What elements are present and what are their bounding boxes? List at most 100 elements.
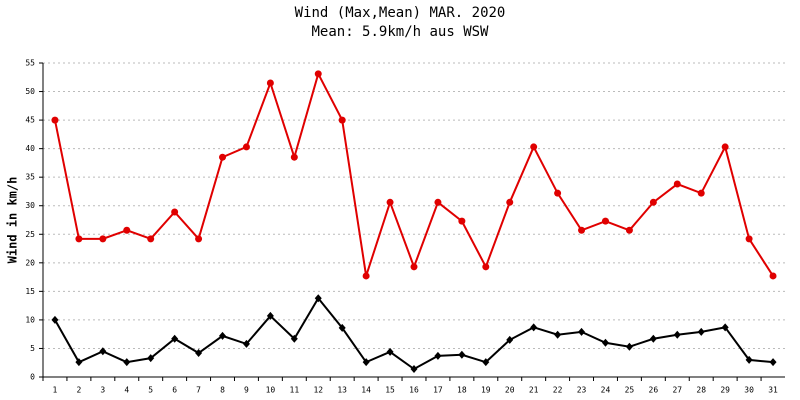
point — [219, 153, 227, 161]
y-tick-label: 25 — [25, 230, 35, 239]
y-tick-label: 0 — [30, 373, 35, 382]
x-tick-label: 5 — [148, 386, 153, 395]
point — [242, 339, 250, 348]
point — [242, 143, 250, 151]
x-tick-label: 26 — [649, 386, 659, 395]
point — [290, 334, 298, 343]
y-tick-label: 20 — [25, 258, 35, 267]
x-tick-label: 23 — [577, 386, 587, 395]
point — [314, 294, 322, 303]
point — [649, 334, 657, 343]
x-tick-label: 17 — [433, 386, 443, 395]
point — [171, 334, 179, 343]
point — [386, 198, 394, 206]
point — [219, 331, 227, 340]
x-tick-label: 2 — [76, 386, 81, 395]
x-tick-label: 19 — [481, 386, 491, 395]
y-tick-label: 40 — [25, 144, 35, 153]
point — [99, 347, 107, 356]
point — [75, 235, 83, 243]
point — [745, 235, 753, 243]
point — [266, 311, 274, 320]
x-tick-label: 6 — [172, 386, 177, 395]
x-tick-label: 29 — [720, 386, 730, 395]
point — [410, 263, 418, 271]
x-tick-label: 31 — [768, 386, 778, 395]
x-tick-label: 10 — [266, 386, 276, 395]
x-tick-label: 20 — [505, 386, 515, 395]
y-tick-label: 5 — [30, 344, 35, 353]
point — [75, 358, 83, 367]
point — [195, 349, 203, 358]
y-axis-label: Wind in km/h — [6, 177, 20, 264]
point — [745, 355, 753, 364]
point — [625, 342, 633, 351]
point — [578, 327, 586, 336]
x-tick-label: 28 — [696, 386, 706, 395]
point — [290, 153, 298, 161]
point — [554, 189, 562, 197]
x-tick-label: 4 — [124, 386, 129, 395]
point — [601, 217, 609, 225]
y-tick-label: 45 — [25, 116, 35, 125]
point — [123, 226, 131, 234]
point — [434, 198, 442, 206]
y-tick-label: 35 — [25, 173, 35, 182]
point — [410, 365, 418, 374]
point — [673, 180, 681, 188]
x-tick-label: 12 — [313, 386, 323, 395]
point — [530, 323, 538, 332]
x-tick-label: 7 — [196, 386, 201, 395]
point — [123, 358, 131, 367]
x-tick-label: 3 — [100, 386, 105, 395]
x-tick-label: 25 — [625, 386, 635, 395]
point — [195, 235, 203, 243]
point — [51, 315, 59, 324]
x-tick-label: 30 — [744, 386, 754, 395]
point — [362, 272, 370, 280]
y-tick-label: 55 — [25, 59, 35, 68]
point — [530, 143, 538, 151]
point — [625, 226, 633, 234]
point — [458, 217, 466, 225]
x-tick-label: 16 — [409, 386, 419, 395]
point — [506, 198, 514, 206]
x-tick-label: 14 — [361, 386, 371, 395]
point — [434, 351, 442, 360]
x-tick-label: 24 — [601, 386, 611, 395]
y-tick-label: 15 — [25, 287, 35, 296]
x-tick-label: 27 — [672, 386, 682, 395]
y-tick-label: 50 — [25, 87, 35, 96]
point — [51, 116, 59, 124]
point — [554, 330, 562, 339]
point — [338, 116, 346, 124]
x-tick-label: 13 — [337, 386, 347, 395]
point — [673, 330, 681, 339]
point — [506, 335, 514, 344]
point — [721, 323, 729, 332]
x-tick-label: 18 — [457, 386, 467, 395]
y-tick-label: 10 — [25, 315, 35, 324]
point — [482, 263, 490, 271]
point — [697, 189, 705, 197]
point — [314, 70, 322, 78]
x-tick-label: 22 — [553, 386, 563, 395]
point — [99, 235, 107, 243]
point — [386, 347, 394, 356]
point — [147, 235, 155, 243]
x-tick-label: 11 — [290, 386, 300, 395]
y-tick-label: 30 — [25, 201, 35, 210]
point — [649, 198, 657, 206]
point — [721, 143, 729, 151]
point — [697, 327, 705, 336]
x-tick-label: 1 — [53, 386, 58, 395]
point — [482, 358, 490, 367]
point — [338, 323, 346, 332]
x-tick-label: 8 — [220, 386, 225, 395]
x-tick-label: 9 — [244, 386, 249, 395]
point — [769, 358, 777, 367]
point — [769, 272, 777, 280]
point — [362, 358, 370, 367]
